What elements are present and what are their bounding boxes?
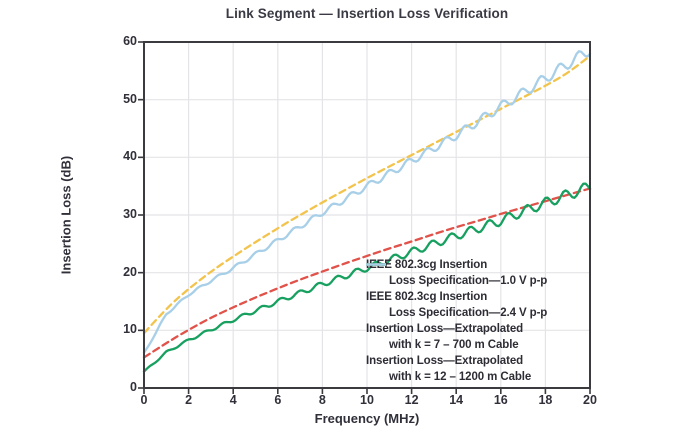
legend-label-line1: IEEE 802.3cg Insertion (366, 259, 488, 271)
legend-item-3: Insertion Loss—Extrapolated with k = 12 –… (366, 263, 598, 385)
x-tick-label-2: 2 (185, 393, 193, 407)
y-tick-label-0: 0 (130, 380, 137, 394)
legend-label-line1: Insertion Loss—Extrapolated (366, 355, 524, 367)
legend-label-line2: Loss Specification—2.4 V p-p (389, 306, 548, 319)
x-tick-label-16: 16 (493, 393, 508, 407)
series-line-3 (142, 50, 592, 354)
x-tick-label-0: 0 (140, 393, 148, 407)
legend-label-line2: with k = 7 – 700 m Cable (389, 338, 519, 351)
y-tick-label-30: 30 (123, 207, 137, 221)
y-tick-label-20: 20 (123, 264, 137, 279)
x-tick-label-4: 4 (229, 393, 237, 407)
legend-item-1: IEEE 802.3cg Insertion Loss Specification… (366, 263, 598, 321)
y-tick-label-50: 50 (123, 91, 137, 106)
x-tick-label-20: 20 (583, 393, 597, 407)
legend-label-line2: Loss Specification—1.0 V p-p (389, 274, 548, 287)
y-tick-label-60: 60 (123, 34, 137, 48)
x-tick-label-14: 14 (449, 393, 464, 407)
series-line-2 (142, 182, 592, 373)
legend-marker-line-icon (366, 263, 386, 266)
x-tick-label-12: 12 (404, 393, 419, 407)
legend-label-line2: with k = 12 – 1200 m Cable (389, 370, 532, 383)
x-axis-label: Frequency (MHz) (314, 411, 420, 426)
y-tick-label-40: 40 (123, 149, 137, 164)
x-tick-label-18: 18 (538, 393, 553, 407)
x-tick-label-10: 10 (360, 393, 374, 407)
x-tick-label-6: 6 (274, 393, 282, 407)
legend-item-2: Insertion Loss—Extrapolated with k = 7 – … (366, 263, 598, 353)
y-tick-label-10: 10 (123, 322, 137, 337)
legend-item-0: IEEE 802.3cg Insertion Loss Specification… (366, 258, 598, 289)
legend-label-line1: Insertion Loss—Extrapolated (366, 323, 524, 335)
chart-title: Link Segment — Insertion Loss Verificati… (225, 6, 509, 21)
legend: IEEE 802.3cg Insertion Loss Specification… (366, 258, 598, 385)
x-tick-label-8: 8 (318, 393, 326, 407)
series-line-0 (142, 187, 592, 359)
legend-label-line1: IEEE 802.3cg Insertion (366, 291, 488, 303)
plot-frame (143, 41, 591, 389)
